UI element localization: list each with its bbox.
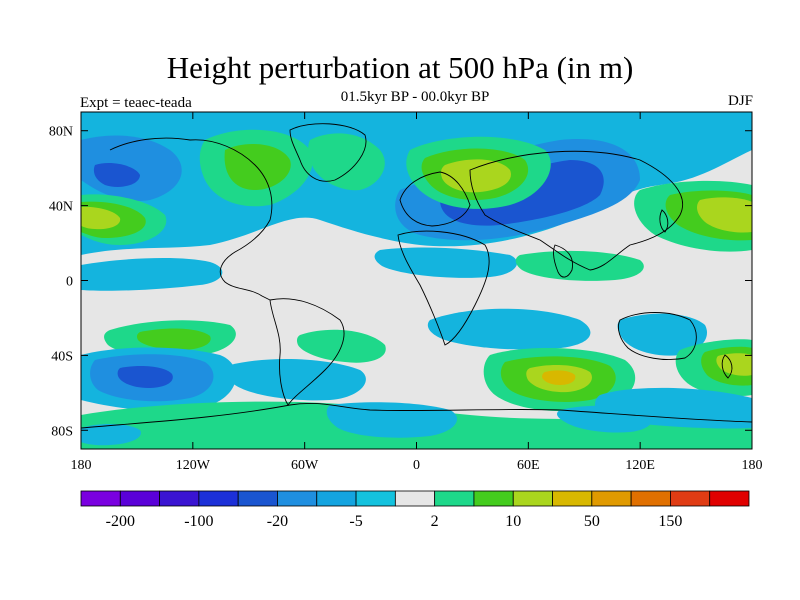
coastline-greenland — [289, 123, 367, 182]
lat-tick-label: 80N — [49, 125, 73, 140]
colorbar-swatch — [591, 490, 632, 507]
coastline-australia — [617, 312, 697, 360]
contour-trop-atlantic-neg — [374, 247, 518, 278]
lon-tick-label: 180 — [71, 458, 92, 473]
colorbar-swatch — [473, 490, 514, 507]
lat-tick-label: 0 — [66, 275, 73, 290]
lon-tick-label: 60W — [291, 458, 319, 473]
colorbar-swatch — [630, 490, 671, 507]
contour-ne-pacific-core — [81, 206, 121, 230]
colorbar-swatch — [355, 490, 396, 507]
lon-tick-label: 120W — [176, 458, 211, 473]
lon-tick-label: 0 — [413, 458, 420, 473]
coastline-indian-subcontinent — [553, 244, 573, 278]
colorbar-swatch — [159, 490, 200, 507]
contour-s-atlantic-neg — [226, 358, 366, 401]
colorbar-swatch — [237, 490, 278, 507]
coastline-europe — [399, 171, 471, 227]
colorbar-label: 10 — [505, 513, 521, 530]
colorbar-swatch — [434, 490, 475, 507]
contour-s-pacific-pos-inner — [136, 328, 211, 350]
contour-atlantic-ridge — [308, 133, 385, 191]
plot-title: Height perturbation at 500 hPa (in m) — [166, 50, 634, 85]
lon-tick-label: 180 — [742, 458, 763, 473]
colorbar-swatch — [670, 490, 711, 507]
longitude-ticks: 180 120W 60W 0 60E 120E 180 — [71, 112, 763, 473]
colorbar-swatch — [80, 490, 121, 507]
season-label: DJF — [727, 93, 753, 109]
contour-antarctic-neg-east — [557, 405, 654, 433]
colorbar-label: -5 — [349, 513, 362, 530]
colorbar-label: -100 — [184, 513, 213, 530]
contour-antarctic-neg-west — [81, 424, 141, 446]
colorbar-swatch — [316, 490, 357, 507]
latitude-ticks: 80N 40N 0 40S 80S — [49, 125, 752, 439]
coastline-north-america — [109, 137, 273, 301]
contour-australia-neg — [617, 313, 708, 356]
contour-trop-pacific-neg — [81, 258, 223, 291]
coastline-antarctica — [81, 402, 752, 429]
lat-tick-label: 40S — [51, 349, 73, 364]
colorbar-swatch — [552, 490, 593, 507]
colorbar-label: 150 — [658, 513, 682, 530]
contour-indian-pos — [515, 250, 644, 281]
contour-s-tasman-core — [716, 353, 752, 376]
lon-tick-label: 60E — [517, 458, 540, 473]
colorbar: -200 -100 -20 -5 2 10 50 150 — [80, 490, 750, 530]
plot-subtitle: 01.5kyr BP - 00.0kyr BP — [340, 89, 490, 105]
coastlines — [81, 123, 752, 429]
colorbar-label: 2 — [431, 513, 439, 530]
coastline-south-america — [269, 298, 345, 406]
colorbar-swatch — [512, 490, 553, 507]
lat-tick-label: 40N — [49, 200, 73, 215]
colorbar-swatch — [198, 490, 239, 507]
colorbar-swatch — [119, 490, 160, 507]
coastline-asia — [469, 150, 684, 271]
colorbar-swatch — [394, 490, 436, 507]
contour-nw-pacific-core — [697, 197, 752, 233]
contour-antarctic-neg — [326, 402, 458, 438]
colorbar-label: -20 — [267, 513, 288, 530]
lon-tick-label: 120E — [625, 458, 655, 473]
colorbar-swatch — [277, 490, 318, 507]
contour-s-pacific-neg-core — [117, 366, 173, 388]
colorbar-swatch — [709, 490, 750, 507]
coastline-new-zealand — [721, 354, 733, 379]
contour-canada-pos-inner — [224, 144, 291, 190]
contour-s-indian-neg — [427, 308, 591, 350]
colorbar-label: 50 — [584, 513, 600, 530]
lat-tick-label: 80S — [51, 424, 73, 439]
coastline-africa — [397, 230, 490, 346]
coastline-japan — [659, 209, 669, 233]
experiment-label: Expt = teaec-teada — [80, 95, 192, 111]
contour-s-indian-pos-peak — [542, 370, 576, 385]
map-panel: 180 120W 60W 0 60E 120E 180 80N 40N 0 40S 80S — [49, 111, 763, 473]
height-perturbation-contours — [81, 112, 752, 449]
contour-north-pacific-core — [93, 163, 140, 187]
colorbar-label: -200 — [106, 513, 135, 530]
